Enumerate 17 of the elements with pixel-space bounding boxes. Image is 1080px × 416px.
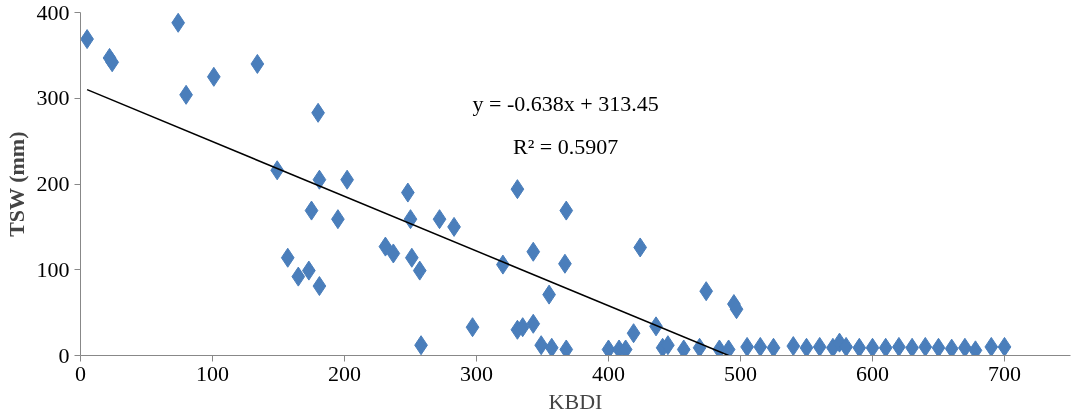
x-tick-label: 200 bbox=[328, 360, 361, 386]
y-tick-label: 400 bbox=[36, 0, 70, 25]
annotation: R² = 0.5907 bbox=[513, 133, 619, 159]
y-tick-label: 200 bbox=[36, 171, 70, 196]
y-tick-label: 0 bbox=[58, 342, 70, 368]
x-tick-label: 100 bbox=[196, 360, 229, 386]
x-tick-label: 400 bbox=[592, 360, 625, 386]
x-tick-label: 0 bbox=[75, 360, 86, 386]
x-tick-label: 500 bbox=[724, 360, 757, 386]
y-axis-title: TSW (mm) bbox=[3, 131, 29, 237]
x-axis-title: KBDI bbox=[548, 388, 603, 414]
y-tick-label: 100 bbox=[36, 256, 70, 282]
x-tick-label: 700 bbox=[988, 360, 1021, 386]
annotation: y = -0.638x + 313.45 bbox=[472, 90, 659, 116]
x-tick-label: 600 bbox=[856, 360, 889, 386]
x-tick-label: 300 bbox=[460, 360, 493, 386]
y-tick-label: 300 bbox=[36, 85, 70, 111]
